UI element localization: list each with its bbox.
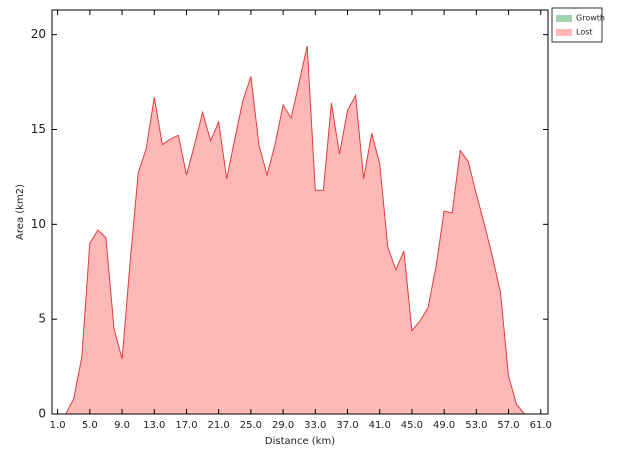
legend-swatch [556, 15, 572, 22]
plot-frame [51, 9, 549, 415]
legend-label: Lost [576, 28, 593, 37]
x-tick-label: 41.0 [369, 420, 391, 431]
legend-swatch [556, 29, 572, 36]
x-tick-label: 1.0 [50, 420, 66, 431]
x-tick-label: 17.0 [175, 420, 197, 431]
x-tick-label: 25.0 [240, 420, 262, 431]
x-tick-label: 53.0 [465, 420, 487, 431]
x-tick-label: 37.0 [336, 420, 358, 431]
area-fill [57, 46, 533, 414]
y-tick-label: 20 [31, 27, 46, 41]
legend-box [551, 7, 603, 43]
x-tick-label: 5.0 [82, 420, 98, 431]
area-line [57, 45, 533, 415]
x-tick-label: 49.0 [433, 420, 455, 431]
y-tick-label: 10 [31, 217, 46, 231]
x-tick-label: 29.0 [272, 420, 294, 431]
x-tick-label: 45.0 [401, 420, 423, 431]
x-tick-label: 13.0 [143, 420, 165, 431]
x-tick-label: 21.0 [208, 420, 230, 431]
x-tick-label: 9.0 [114, 420, 130, 431]
y-tick-label: 0 [38, 407, 46, 421]
y-tick-label: 15 [31, 122, 46, 136]
legend-label: Growth [576, 14, 605, 23]
x-tick-label: 57.0 [497, 420, 519, 431]
y-axis-label: Area (km2) [15, 184, 26, 240]
y-tick-label: 5 [38, 312, 46, 326]
x-tick-label: 61.0 [530, 420, 552, 431]
x-tick-label: 33.0 [304, 420, 326, 431]
x-axis-label: Distance (km) [265, 436, 335, 447]
